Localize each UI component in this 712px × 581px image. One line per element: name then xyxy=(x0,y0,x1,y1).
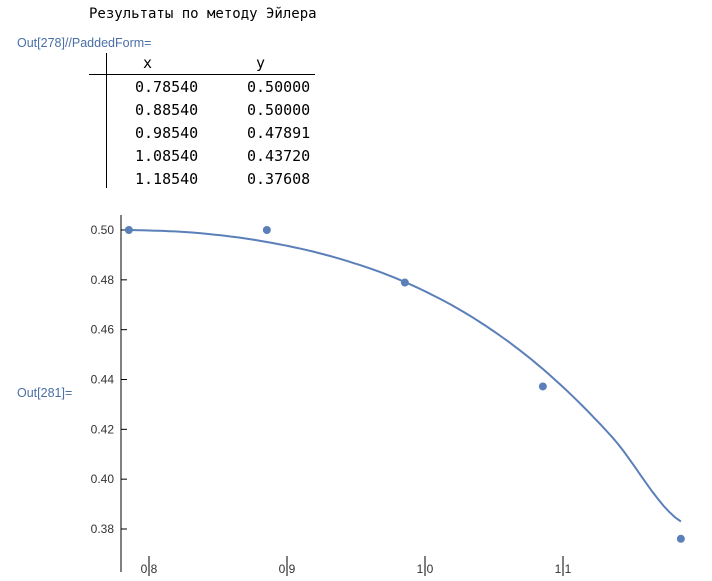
y-tick-label: 0.42 xyxy=(91,422,115,436)
data-point xyxy=(400,278,409,287)
table-cell-x: 0.88540 xyxy=(135,101,199,119)
table-cell-x: 0.98540 xyxy=(135,124,199,142)
table-cell-x: 1.08540 xyxy=(135,147,199,165)
out-label-plot: Out[281]= xyxy=(17,386,73,400)
y-tick-label: 0.46 xyxy=(91,323,115,337)
table-cell-x: 1.18540 xyxy=(135,170,199,188)
x-tick-label: 1.1 xyxy=(555,562,572,576)
y-tick-label: 0.50 xyxy=(91,223,115,237)
y-tick-label: 0.40 xyxy=(91,472,115,486)
x-tick-label: 1.0 xyxy=(417,562,434,576)
table-cell-y: 0.50000 xyxy=(247,101,311,119)
data-point xyxy=(124,226,133,234)
x-tick-label: 0.8 xyxy=(141,562,158,576)
y-tick-label: 0.48 xyxy=(91,273,115,287)
table-cell-y: 0.43720 xyxy=(247,147,311,165)
data-point xyxy=(262,226,271,234)
results-heading: Результаты по методу Эйлера xyxy=(89,6,317,22)
table-cell-y: 0.47891 xyxy=(247,124,311,142)
y-tick-label: 0.44 xyxy=(91,373,115,387)
table-header-x: x xyxy=(143,54,153,72)
solution-curve xyxy=(128,229,682,523)
x-tick-label: 0.9 xyxy=(279,562,296,576)
table-cell-y: 0.37608 xyxy=(247,170,311,188)
y-tick-label: 0.38 xyxy=(91,522,115,536)
data-point xyxy=(676,534,685,543)
table-cell-x: 0.78540 xyxy=(135,78,199,96)
table-header-y: y xyxy=(256,54,266,72)
table-header-rule xyxy=(89,74,315,75)
table-vertical-rule xyxy=(106,53,107,188)
table-cell-y: 0.50000 xyxy=(247,78,311,96)
data-point xyxy=(538,382,547,391)
out-label-table: Out[278]//PaddedForm= xyxy=(17,36,152,50)
